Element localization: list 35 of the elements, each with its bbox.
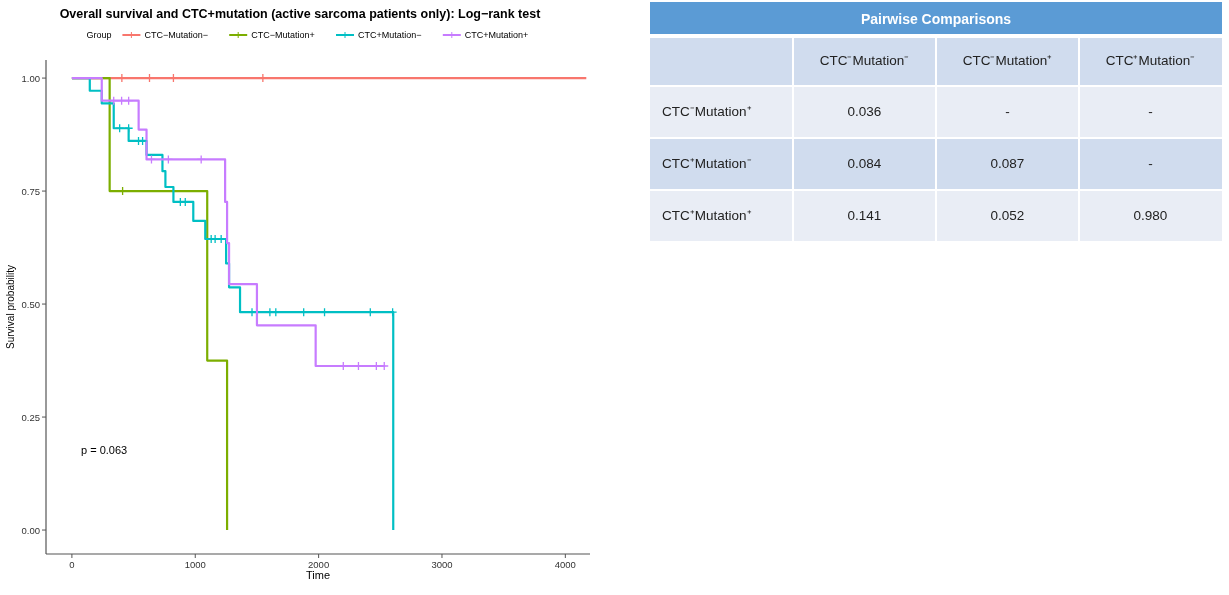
- y-axis-title: Survival probability: [5, 265, 16, 349]
- x-tick-label: 2000: [308, 559, 330, 570]
- x-tick-label: 4000: [554, 559, 576, 570]
- y-tick-label: CTC⁺Mutation⁺: [662, 208, 752, 223]
- x-tick-label: 3000: [431, 559, 453, 570]
- x-axis-title: Time: [305, 569, 331, 581]
- text: -: [1148, 156, 1153, 171]
- legend-label: CTC−Mutation−: [144, 30, 208, 40]
- legend-label: CTC+Mutation+: [464, 30, 529, 40]
- data-label: 0.141: [847, 208, 882, 223]
- x-tick-label: 1000: [184, 559, 206, 570]
- chart-title: Overall survival and CTC+mutation (active sarcoma patients only): Log−rank test: [59, 7, 542, 21]
- legend-title: Group: [86, 30, 112, 40]
- text: -: [1148, 104, 1153, 119]
- x-tick-label: CTC⁺Mutation⁻: [1105, 53, 1196, 68]
- y-tick-label: 0.75: [21, 185, 40, 197]
- y-tick-label: CTC⁺Mutation⁻: [662, 156, 752, 171]
- y-tick-label: CTC⁻Mutation⁺: [662, 104, 752, 119]
- text: -: [1005, 104, 1010, 119]
- y-tick-label: 0.25: [21, 411, 40, 423]
- y-tick-label: 1.00: [21, 72, 40, 84]
- legend-label: CTC+Mutation−: [358, 30, 422, 40]
- x-tick-label: CTC⁻Mutation⁻: [819, 53, 910, 68]
- chart-title: Pairwise Comparisons: [860, 11, 1012, 27]
- data-label: 0.084: [847, 156, 882, 171]
- data-label: 0.087: [990, 156, 1025, 171]
- y-tick-label: 0.50: [21, 298, 40, 310]
- x-tick-label: CTC⁻Mutation⁺: [962, 53, 1053, 68]
- y-tick-label: 0.00: [21, 524, 40, 536]
- annotation: p = 0.063: [81, 444, 128, 456]
- data-label: 0.052: [990, 208, 1025, 223]
- x-tick-label: 0: [69, 559, 75, 570]
- data-label: 0.036: [847, 104, 882, 119]
- data-label: 0.980: [1133, 208, 1168, 223]
- legend-label: CTC−Mutation+: [251, 30, 315, 40]
